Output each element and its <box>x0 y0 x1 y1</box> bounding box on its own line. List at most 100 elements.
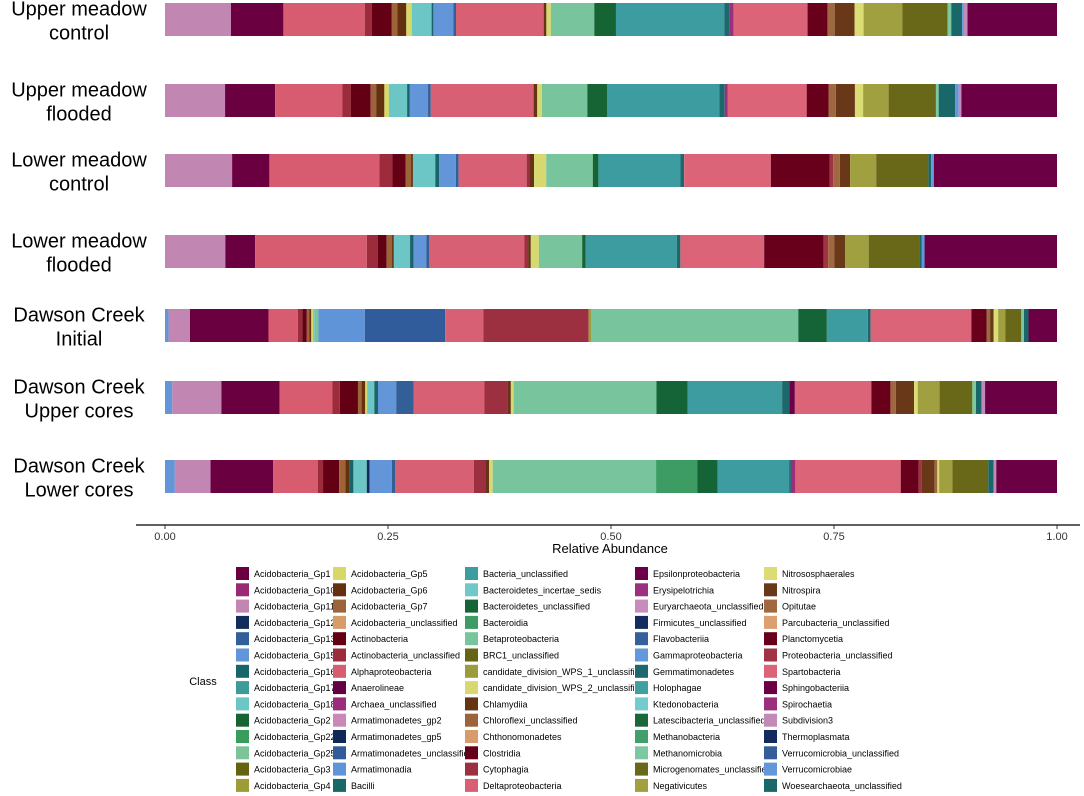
bar-segment <box>393 235 411 268</box>
legend-item: Spirochaetia <box>764 697 832 711</box>
legend-label: Chthonomonadetes <box>483 732 562 742</box>
bar-segment <box>850 154 877 187</box>
legend-swatch <box>635 697 648 711</box>
bar-segment <box>269 154 380 187</box>
x-tick-label: 0.50 <box>600 531 621 543</box>
legend-item: Sphingobacteriia <box>764 681 849 695</box>
legend-item: Nitrososphaerales <box>764 567 855 580</box>
bar-segment <box>428 84 431 117</box>
bar-segment <box>377 235 387 268</box>
legend-label: Verrucomicrobia_unclassified <box>782 748 899 758</box>
legend-label: Archaea_unclassified <box>351 699 437 709</box>
bar-row <box>165 84 1057 117</box>
bar-segment <box>914 381 918 414</box>
legend-swatch <box>236 615 249 629</box>
bar-segment <box>729 3 734 36</box>
legend-label: Opitutae <box>782 602 816 612</box>
bar-segment <box>900 460 919 493</box>
bar-row <box>165 460 1057 493</box>
legend-swatch <box>333 730 346 743</box>
bar-segment <box>165 154 233 187</box>
legend-swatch <box>635 599 648 613</box>
legend-label: Acidobacteria_Gp17 <box>254 683 336 693</box>
legend-swatch <box>333 615 346 629</box>
category-label: Dawson Creek Initial <box>13 305 145 351</box>
bar-segment <box>379 154 393 187</box>
bar-row <box>165 309 1057 342</box>
legend-label: Firmicutes_unclassified <box>653 618 747 628</box>
legend-swatch <box>635 762 648 776</box>
legend-label: Acidobacteria_Gp3 <box>254 765 331 775</box>
legend-label: Acidobacteria_Gp2 <box>254 716 331 726</box>
bar-segment <box>537 84 542 117</box>
legend-swatch <box>635 778 648 792</box>
bar-segment <box>433 3 454 36</box>
bar-segment <box>955 84 959 117</box>
legend-item: Euryarchaeota_unclassified <box>635 599 764 613</box>
bar-segment <box>546 154 593 187</box>
legend-swatch <box>236 713 249 727</box>
bar-segment <box>928 154 932 187</box>
bar-segment <box>870 309 972 342</box>
bar-segment <box>993 460 997 493</box>
bar-segment <box>607 84 720 117</box>
bar-segment <box>302 309 307 342</box>
bar-segment <box>962 3 964 36</box>
legend-swatch <box>764 746 777 760</box>
bars-group <box>165 3 1057 493</box>
legend-label: Armatimonadetes_gp5 <box>351 732 442 742</box>
legend-label: Deltaproteobacteria <box>483 781 562 791</box>
legend-label: Acidobacteria_Gp11 <box>254 602 335 612</box>
bar-segment <box>332 381 340 414</box>
legend-label: Sphingobacteriia <box>782 683 849 693</box>
legend-item: Bacteria_unclassified <box>465 567 568 580</box>
legend-item: Chthonomonadetes <box>465 730 562 743</box>
category-label: Dawson Creek Upper cores <box>13 377 145 423</box>
legend-label: Acidobacteria_Gp16 <box>254 667 336 677</box>
bar-segment <box>592 154 599 187</box>
legend-item: Proteobacteria_unclassified <box>764 648 893 662</box>
legend-swatch <box>635 713 648 727</box>
legend-item: Acidobacteria_Gp17 <box>236 681 336 695</box>
bar-segment <box>221 381 280 414</box>
bar-segment <box>931 154 934 187</box>
legend-label: candidate_division_WPS_2_unclassified <box>483 683 645 693</box>
bar-segment <box>484 381 508 414</box>
bar-segment <box>455 154 459 187</box>
bar-segment <box>676 235 681 268</box>
category-label-line: flooded <box>46 255 112 277</box>
bar-segment <box>919 235 922 268</box>
bar-segment <box>313 309 315 342</box>
legend-label: Latescibacteria_unclassified <box>653 716 766 726</box>
bar-segment <box>453 3 457 36</box>
bar-segment <box>366 235 378 268</box>
bar-segment <box>1024 309 1029 342</box>
bar-segment <box>189 309 269 342</box>
legend-swatch <box>465 778 478 792</box>
bar-segment <box>388 84 408 117</box>
legend-item: Archaea_unclassified <box>333 697 437 711</box>
bar-segment <box>921 235 925 268</box>
bar-segment <box>764 235 824 268</box>
category-label-line: Dawson Creek <box>13 456 145 478</box>
bar-segment <box>656 460 698 493</box>
legend-swatch <box>333 713 346 727</box>
legend-item: Actinobacteria <box>333 632 408 646</box>
legend-label: Acidobacteria_Gp15 <box>254 651 336 661</box>
bar-segment <box>921 460 935 493</box>
bar-segment <box>350 84 371 117</box>
bar-segment <box>406 3 412 36</box>
legend-swatch <box>236 697 249 711</box>
legend-item: Acidobacteria_Gp7 <box>333 599 428 613</box>
legend-swatch <box>635 648 648 662</box>
legend-item: Holophagae <box>635 681 702 695</box>
bar-segment <box>357 381 362 414</box>
bar-segment <box>924 235 1057 268</box>
bar-segment <box>410 235 414 268</box>
bar-segment <box>854 3 864 36</box>
bar-segment <box>585 235 677 268</box>
bar-segment <box>391 3 398 36</box>
legend-item: Deltaproteobacteria <box>465 778 562 792</box>
legend-swatch <box>333 648 346 662</box>
x-axis-title: Relative Abundance <box>552 541 668 556</box>
